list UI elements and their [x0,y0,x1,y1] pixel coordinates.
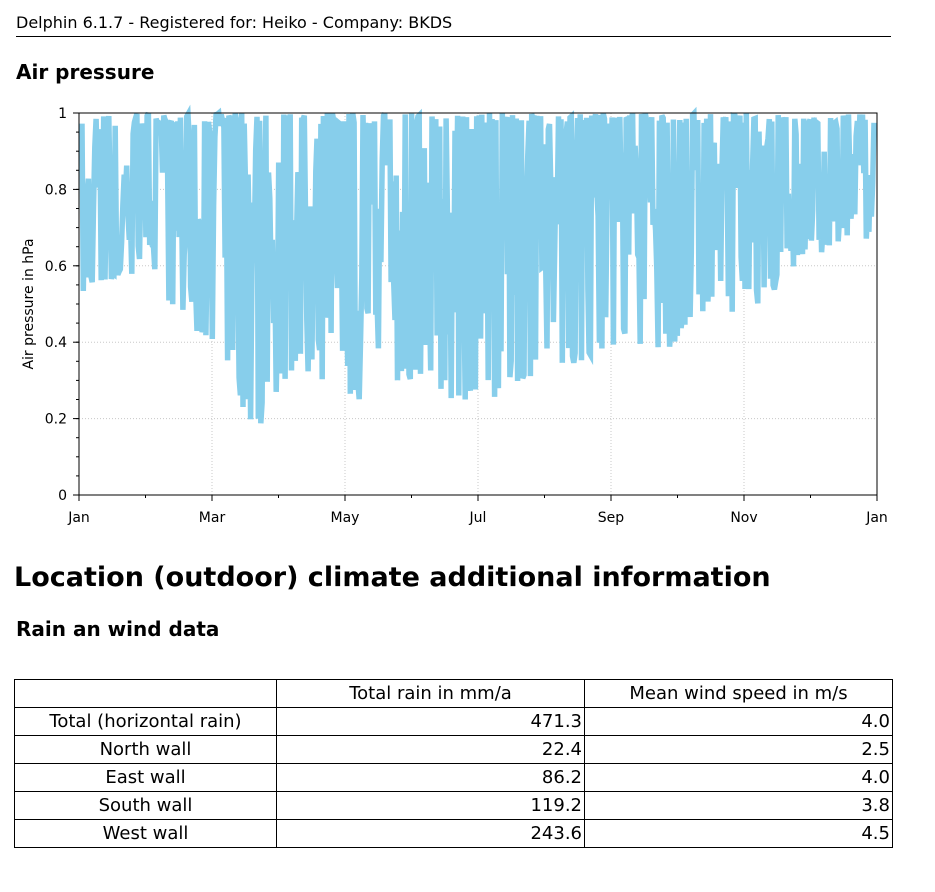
y-tick-label: 0 [58,488,67,504]
total-rain-value: 243.6 [276,819,585,848]
y-tick-label: 0.8 [45,182,67,198]
chart-ticks: 0 0.2 0.4 0.6 0.8 1 Jan Mar May Jul Sep Nov Jan [45,106,888,526]
total-rain-value: 86.2 [276,763,585,792]
y-tick-label: 0.2 [45,412,67,428]
air-pressure-chart: 0 0.2 0.4 0.6 0.8 1 Jan Mar May Jul Sep Nov Jan Air … [21,104,888,526]
x-tick-label: May [331,510,360,526]
total-rain-value: 22.4 [276,735,585,764]
rain-wind-table: Total rain in mm/a Mean wind speed in m/… [14,679,893,848]
x-tick-label: Sep [598,510,625,526]
table-row: North wall 22.4 2.5 [14,735,893,764]
x-tick-label: Jan [67,510,90,526]
row-label: South wall [14,791,277,820]
row-label: Total (horizontal rain) [14,707,277,736]
row-label: North wall [14,735,277,764]
rain-wind-heading: Rain an wind data [16,617,220,641]
y-tick-label: 1 [58,106,67,122]
table-row: West wall 243.6 4.5 [14,819,893,848]
table-row: East wall 86.2 4.0 [14,763,893,792]
air-pressure-series [79,104,877,424]
total-rain-value: 471.3 [276,707,585,736]
location-climate-heading: Location (outdoor) climate additional in… [14,562,771,593]
table-header-cell: Total rain in mm/a [276,679,585,708]
x-tick-label: Jan [865,510,888,526]
table-header-cell [14,679,277,708]
table-header-cell: Mean wind speed in m/s [584,679,893,708]
chart-y-axis-label: Air pressure in hPa [21,238,37,369]
wind-speed-value: 4.5 [584,819,893,848]
wind-speed-value: 3.8 [584,791,893,820]
x-tick-label: Mar [199,510,226,526]
wind-speed-value: 2.5 [584,735,893,764]
table-row: Total (horizontal rain) 471.3 4.0 [14,707,893,736]
y-tick-label: 0.6 [45,259,67,275]
x-tick-label: Nov [730,510,757,526]
table-header-row: Total rain in mm/a Mean wind speed in m/… [14,679,893,708]
row-label: West wall [14,819,277,848]
x-tick-label: Jul [469,510,487,526]
y-tick-label: 0.4 [45,335,67,351]
wind-speed-value: 4.0 [584,707,893,736]
document-header: Delphin 6.1.7 - Registered for: Heiko - … [16,12,891,37]
table-row: South wall 119.2 3.8 [14,791,893,820]
total-rain-value: 119.2 [276,791,585,820]
chart-data-area [79,104,877,424]
row-label: East wall [14,763,277,792]
air-pressure-heading: Air pressure [16,60,155,84]
wind-speed-value: 4.0 [584,763,893,792]
